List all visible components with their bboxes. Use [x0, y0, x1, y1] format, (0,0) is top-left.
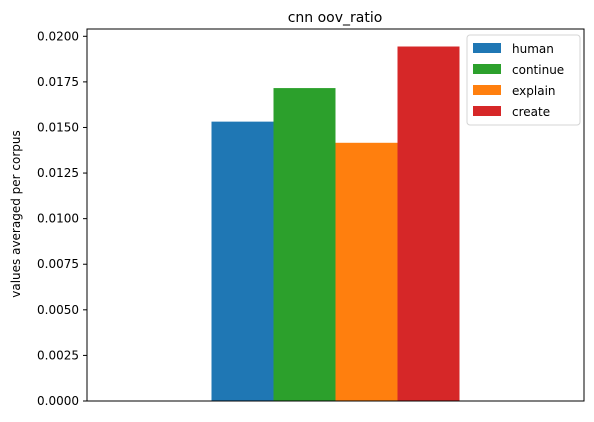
- legend-swatch-create: [473, 106, 501, 116]
- y-tick-label: 0.0175: [37, 75, 79, 89]
- legend-label-create: create: [512, 105, 550, 119]
- bar-human: [211, 121, 274, 402]
- plot-frame: [86, 28, 585, 402]
- legend-label-continue: continue: [512, 63, 564, 77]
- y-tick-label: 0.0150: [37, 120, 79, 134]
- y-tick-label: 0.0100: [37, 212, 79, 226]
- y-tick-label: 0.0025: [37, 348, 79, 362]
- bars-group: [211, 46, 460, 402]
- y-ticks-group: 0.0000 0.0025 0.0050 0.0075 0.0100 0.0125 0.01…: [37, 29, 87, 408]
- legend-label-explain: explain: [512, 84, 556, 98]
- y-axis-label: values averaged per corpus: [9, 130, 23, 298]
- legend: human continue explain create: [466, 34, 581, 126]
- chart-title: cnn oov_ratio: [288, 10, 383, 26]
- y-tick-label: 0.0075: [37, 257, 79, 271]
- bar-continue: [273, 88, 336, 402]
- legend-label-human: human: [512, 42, 554, 56]
- legend-swatch-explain: [473, 85, 501, 95]
- bar-explain: [335, 142, 398, 401]
- y-tick-label: 0.0000: [37, 394, 79, 408]
- y-tick-label: 0.0050: [37, 303, 79, 317]
- bar-create: [397, 46, 460, 401]
- legend-box: [466, 34, 581, 126]
- y-tick-label: 0.0125: [37, 166, 79, 180]
- legend-swatch-human: [473, 43, 501, 53]
- y-tick-label: 0.0200: [37, 29, 79, 43]
- legend-swatch-continue: [473, 64, 501, 74]
